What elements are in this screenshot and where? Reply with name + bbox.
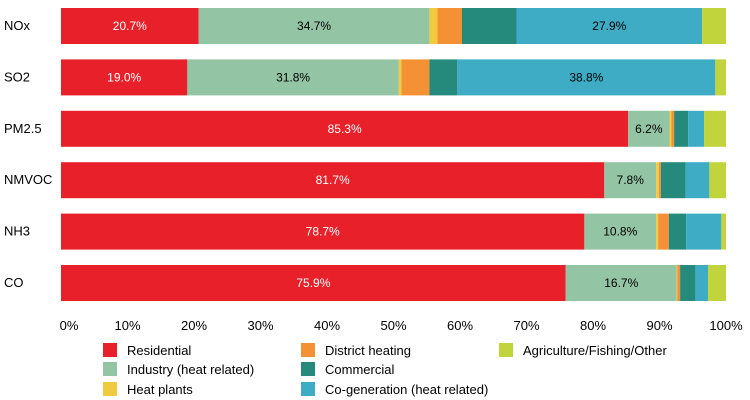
data-label: 6.2% <box>635 122 663 136</box>
data-label: 75.9% <box>296 276 330 290</box>
data-label: 20.7% <box>113 19 147 33</box>
bar-segment <box>695 265 709 301</box>
bar-segment <box>669 110 672 147</box>
bar-segment <box>721 213 726 250</box>
category-label: NMVOC <box>4 172 52 187</box>
bar-segment <box>461 8 517 44</box>
bar-segment <box>61 8 199 44</box>
bar-segment <box>61 265 566 301</box>
category-label: NOx <box>4 18 31 33</box>
bar-segment <box>61 213 585 250</box>
bar-segment <box>398 59 402 96</box>
bar-segment <box>671 110 675 147</box>
data-label: 27.9% <box>592 19 626 33</box>
bar-segment <box>401 59 430 96</box>
bar-segment <box>628 110 670 147</box>
data-label: 7.8% <box>617 173 645 187</box>
bar-segment <box>429 59 458 96</box>
data-label: 34.7% <box>297 19 331 33</box>
bar-segment <box>437 8 462 44</box>
bar-segment <box>685 162 710 199</box>
bar-segment <box>61 162 605 199</box>
bar-segment <box>61 110 629 147</box>
x-tick-label: 50% <box>380 318 406 333</box>
bar-segment <box>656 213 659 250</box>
bar-segment <box>704 110 726 147</box>
bar-segment <box>604 162 657 199</box>
x-tick-label: 60% <box>447 318 473 333</box>
x-tick-label: 90% <box>646 318 672 333</box>
category-label: SO2 <box>4 69 30 84</box>
bar-segment <box>686 213 722 250</box>
x-tick-label: 70% <box>513 318 539 333</box>
bar-segment <box>656 162 659 199</box>
data-label: 81.7% <box>316 173 350 187</box>
bar-segment <box>676 265 678 301</box>
x-tick-label: 30% <box>247 318 273 333</box>
x-tick-label: 40% <box>314 318 340 333</box>
data-label: 38.8% <box>569 70 603 84</box>
bar-segment <box>429 8 438 44</box>
x-tick-label: 20% <box>181 318 207 333</box>
bar-segment <box>187 59 399 96</box>
category-label: NH3 <box>4 224 30 239</box>
bar-segment <box>677 265 681 301</box>
bar-segment <box>680 265 696 301</box>
x-tick-label: 0% <box>60 318 79 333</box>
data-label: 19.0% <box>107 70 141 84</box>
x-tick-label: 100% <box>709 318 743 333</box>
bar-segment <box>457 59 716 96</box>
x-tick-label: 10% <box>114 318 140 333</box>
data-label: 10.8% <box>603 225 637 239</box>
x-tick-label: 80% <box>580 318 606 333</box>
category-label: CO <box>4 275 24 290</box>
data-label: 31.8% <box>276 70 310 84</box>
category-label: PM2.5 <box>4 121 42 136</box>
bar-segment <box>658 213 669 250</box>
bar-segment <box>565 265 677 301</box>
bar-segment <box>198 8 430 44</box>
bar-segment <box>688 110 705 147</box>
bar-segment <box>660 162 686 199</box>
bar-segment <box>61 59 188 96</box>
bar-segment <box>715 59 726 96</box>
bar-segment <box>708 265 726 301</box>
data-label: 85.3% <box>328 122 362 136</box>
bar-segment <box>674 110 689 147</box>
bar-segment <box>668 213 687 250</box>
bar-segment <box>702 8 726 44</box>
data-label: 16.7% <box>604 276 638 290</box>
bar-segment <box>658 162 661 199</box>
bar-segment <box>584 213 657 250</box>
bar-segment <box>516 8 703 44</box>
bar-segment <box>709 162 726 199</box>
data-label: 78.7% <box>306 225 340 239</box>
